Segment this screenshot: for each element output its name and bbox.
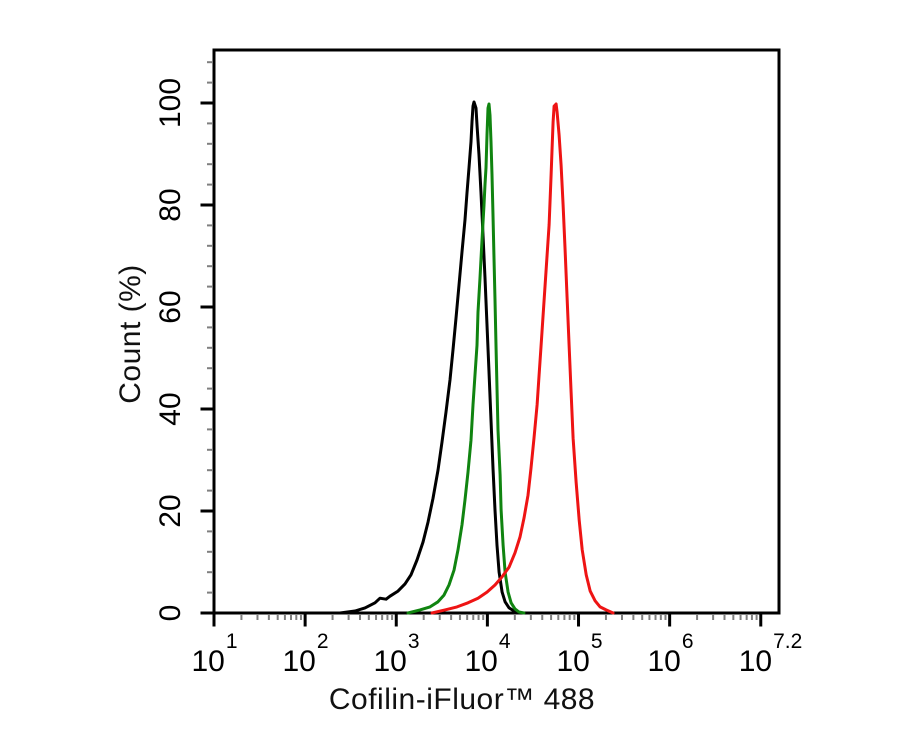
y-axis-tick-label: 0 <box>154 604 187 622</box>
plot-frame <box>212 48 781 615</box>
x-axis-tick-label: 102 <box>282 630 329 678</box>
x-axis-title: Cofilin-iFluor™ 488 <box>328 683 596 716</box>
x-axis-tick-label: 106 <box>647 630 694 678</box>
y-axis-tick-label: 40 <box>154 392 187 426</box>
y-axis-title: Count (%) <box>114 264 147 404</box>
series-green-curve <box>406 102 526 615</box>
x-axis-tick-label: 103 <box>373 630 420 678</box>
x-axis-tick-label: 107.2 <box>738 630 803 678</box>
y-axis-tick-label: 60 <box>154 290 187 324</box>
x-axis-tick-label: 105 <box>556 630 603 678</box>
series-black-curve <box>338 100 522 615</box>
y-axis-tick-label: 80 <box>154 188 187 222</box>
series-red-curve <box>430 102 615 615</box>
x-axis-tick-label: 101 <box>191 630 238 678</box>
y-axis-tick-label: 20 <box>154 494 187 528</box>
y-axis-tick-label: 100 <box>154 77 187 129</box>
x-axis-tick-label: 104 <box>464 630 511 678</box>
